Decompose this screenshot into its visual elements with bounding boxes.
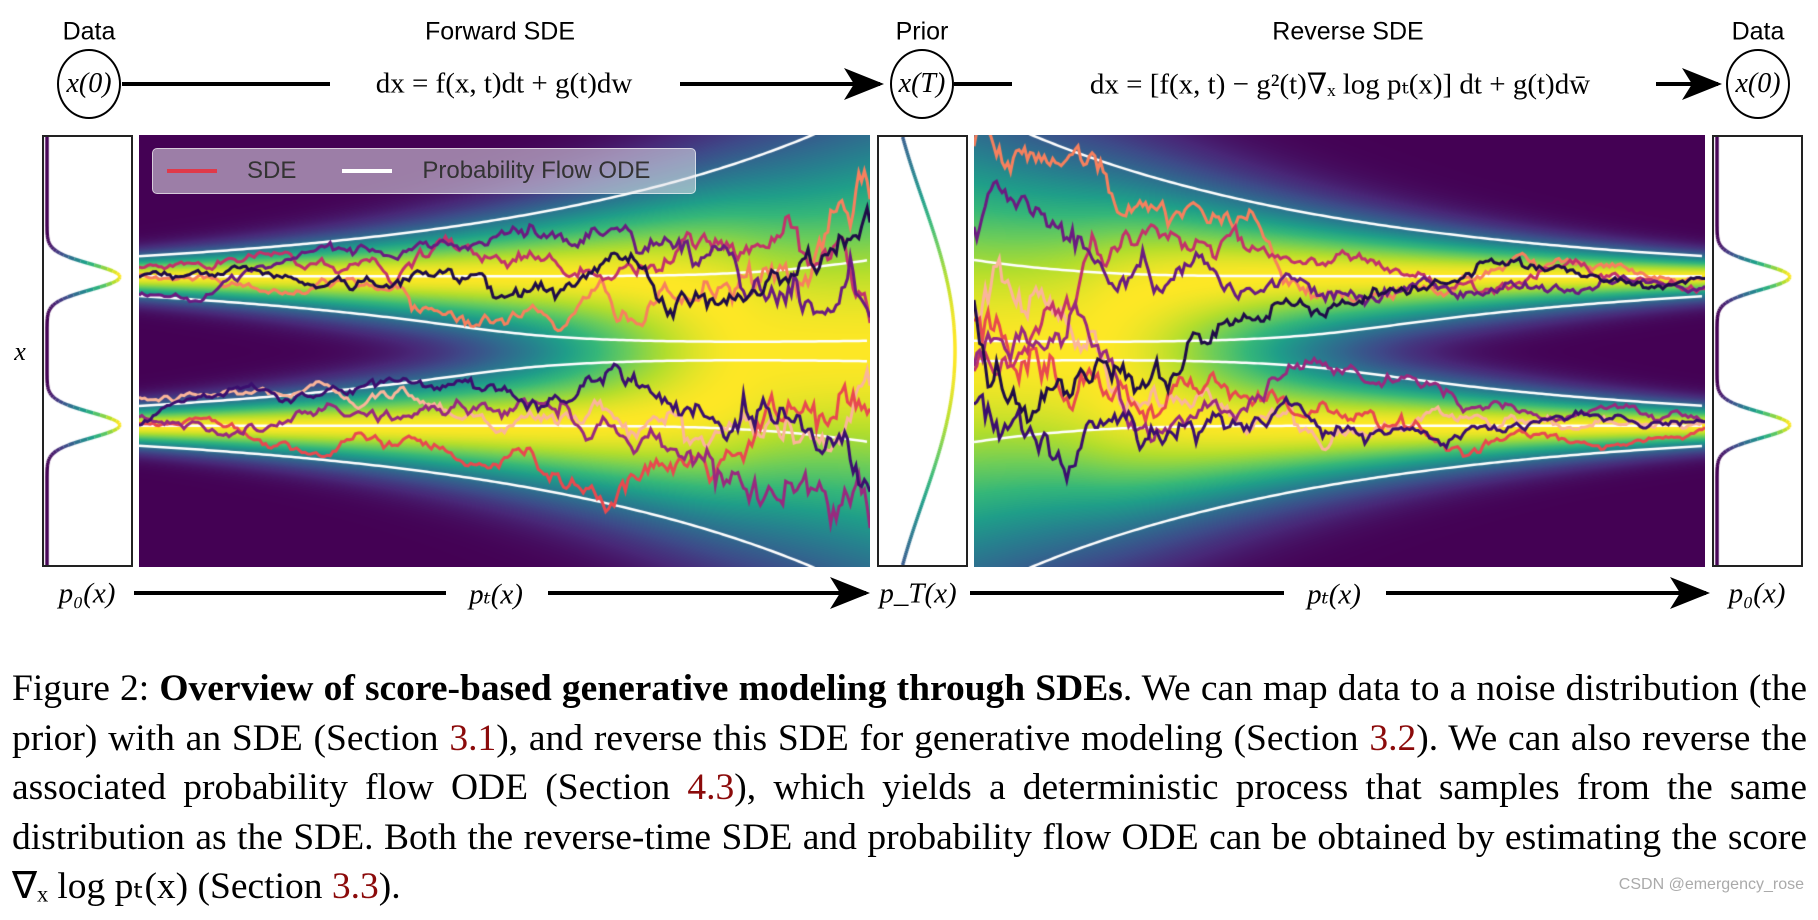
legend-sde-label: SDE xyxy=(247,157,297,184)
legend-ode-swatch xyxy=(342,169,393,173)
caption-text: ). We can also reverse the associated pr… xyxy=(12,717,1808,809)
node-x0-start: x(0) xyxy=(57,49,121,119)
caption-text: . We can map data to a noise distributio… xyxy=(12,668,1807,759)
bottom-label-pt-reverse: pₜ(x) xyxy=(1307,578,1361,611)
caption-title: Overview of score-based generative model… xyxy=(159,668,1123,709)
prior-label: Prior xyxy=(895,17,949,46)
section-link-3-1[interactable]: 3.1 xyxy=(449,717,497,759)
figure-caption: Figure 2: Overview of score-based genera… xyxy=(12,664,1807,912)
reverse-equation: dx = [f(x, t) − g²(t)∇ₓ log pₜ(x)] dt + … xyxy=(1089,68,1591,101)
caption-text: ), which yields a deterministic process … xyxy=(12,767,1807,907)
reverse-sde-heatmap xyxy=(974,135,1705,567)
forward-equation: dx = f(x, t)dt + g(t)dw xyxy=(375,67,633,100)
legend-ode-label: Probability Flow ODE xyxy=(422,157,651,184)
data-density-panel-right xyxy=(1712,135,1803,567)
bottom-label-pt-forward: pₜ(x) xyxy=(469,578,523,611)
node-x0-end: x(0) xyxy=(1726,49,1790,119)
section-link-3-2[interactable]: 3.2 xyxy=(1369,717,1417,759)
bottom-label-p0-right: p₀(x) xyxy=(1728,577,1786,610)
forward-sde-label: Forward SDE xyxy=(424,17,576,46)
section-link-3-3[interactable]: 3.3 xyxy=(331,866,379,907)
prior-density-panel xyxy=(877,135,968,567)
watermark: CSDN @emergency_rose xyxy=(1618,876,1804,893)
caption-text: ), and reverse this SDE for generative m… xyxy=(496,717,1370,759)
bottom-label-pT: p_T(x) xyxy=(879,577,957,610)
legend-sde-swatch xyxy=(167,169,217,173)
section-link-4-3[interactable]: 4.3 xyxy=(687,767,735,808)
y-axis-label: x xyxy=(14,337,26,366)
data-label-right: Data xyxy=(1731,17,1785,46)
caption-prefix: Figure 2: xyxy=(12,668,160,709)
node-xT-prior: x(T) xyxy=(890,49,954,119)
legend: SDE Probability Flow ODE xyxy=(152,148,696,194)
bottom-label-p0-left: p₀(x) xyxy=(58,577,116,610)
reverse-sde-label: Reverse SDE xyxy=(1272,17,1424,46)
data-density-panel-left xyxy=(42,135,133,567)
caption-text: ). xyxy=(378,866,401,907)
forward-sde-heatmap xyxy=(139,135,870,567)
data-label-left: Data xyxy=(62,17,116,46)
